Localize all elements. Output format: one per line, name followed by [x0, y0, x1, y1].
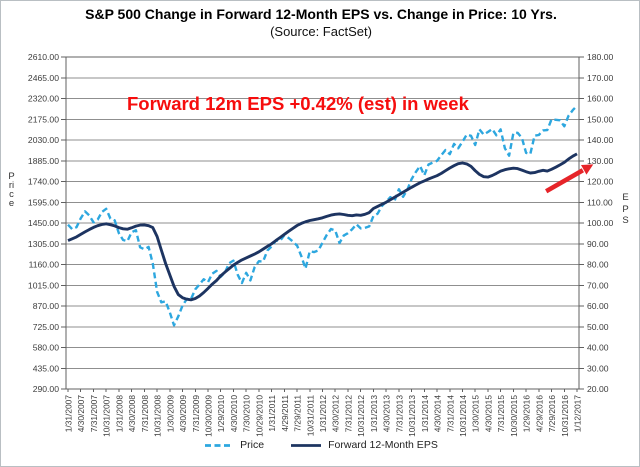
svg-text:1/31/2007: 1/31/2007	[64, 395, 74, 433]
svg-text:2030.00: 2030.00	[28, 135, 59, 145]
svg-text:7/29/2016: 7/29/2016	[547, 395, 557, 433]
price-line-swatch	[205, 443, 234, 447]
x-axis-labels: 1/31/2007 4/30/2007 7/31/2007 10/31/2007 1/3…	[64, 395, 583, 437]
svg-text:40.00: 40.00	[587, 343, 609, 353]
svg-text:1/29/2016: 1/29/2016	[522, 395, 532, 433]
svg-text:1595.00: 1595.00	[28, 197, 59, 207]
svg-text:1/30/2015: 1/30/2015	[471, 395, 481, 433]
svg-text:2320.00: 2320.00	[28, 94, 59, 104]
svg-text:140.00: 140.00	[587, 135, 614, 145]
svg-text:1740.00: 1740.00	[28, 177, 59, 187]
svg-text:60.00: 60.00	[587, 301, 609, 311]
svg-text:7/31/2014: 7/31/2014	[445, 395, 455, 433]
eps-line-swatch	[291, 443, 322, 447]
price-axis-label: Price	[8, 171, 15, 209]
svg-text:7/31/2008: 7/31/2008	[140, 395, 150, 433]
svg-text:2610.00: 2610.00	[28, 52, 59, 62]
svg-text:1015.00: 1015.00	[28, 280, 59, 290]
svg-text:1305.00: 1305.00	[28, 239, 59, 249]
trend-arrow	[545, 168, 585, 194]
svg-text:7/29/2011: 7/29/2011	[293, 395, 303, 432]
svg-text:7/31/2007: 7/31/2007	[89, 395, 99, 433]
svg-text:435.00: 435.00	[33, 363, 60, 373]
svg-text:50.00: 50.00	[587, 322, 609, 332]
svg-text:4/30/2008: 4/30/2008	[127, 395, 137, 433]
legend-label-price: Price	[240, 439, 265, 451]
trend-arrow-head	[581, 164, 594, 175]
svg-text:180.00: 180.00	[587, 52, 614, 62]
svg-text:4/30/2012: 4/30/2012	[331, 395, 341, 433]
svg-text:10/31/2008: 10/31/2008	[153, 395, 163, 437]
svg-text:4/30/2010: 4/30/2010	[229, 395, 239, 433]
legend: Price Forward 12-Month EPS	[1, 439, 639, 451]
chart-subtitle: (Source: FactSet)	[270, 24, 372, 39]
svg-text:120.00: 120.00	[587, 177, 614, 187]
legend-item-eps: Forward 12-Month EPS	[290, 439, 438, 451]
svg-text:1/31/2012: 1/31/2012	[318, 395, 328, 433]
series-line-price	[67, 104, 578, 327]
annotation-text: Forward 12m EPS +0.42% (est) in week	[127, 93, 469, 114]
eps-axis-label: EPS	[622, 192, 629, 226]
series-line-eps	[67, 152, 578, 302]
svg-text:7/31/2013: 7/31/2013	[394, 395, 404, 433]
svg-text:10/31/2016: 10/31/2016	[560, 395, 570, 437]
svg-text:4/30/2015: 4/30/2015	[483, 395, 493, 433]
svg-text:7/31/2009: 7/31/2009	[191, 395, 201, 433]
svg-text:2465.00: 2465.00	[28, 73, 59, 83]
y-axis-right-labels: 180.00 170.00 160.00 150.00 140.00 130.00 120.…	[587, 52, 614, 394]
svg-text:1/31/2013: 1/31/2013	[369, 395, 379, 433]
svg-text:10/30/2009: 10/30/2009	[203, 395, 213, 437]
y-axis-left-labels: 2610.00 2465.00 2320.00 2175.00 2030.00 1885.…	[28, 52, 59, 394]
svg-text:110.00: 110.00	[587, 197, 613, 207]
svg-text:80.00: 80.00	[587, 260, 609, 270]
svg-text:1885.00: 1885.00	[28, 156, 59, 166]
svg-text:10/30/2015: 10/30/2015	[509, 395, 519, 437]
svg-text:7/30/2010: 7/30/2010	[242, 395, 252, 433]
svg-text:1/30/2009: 1/30/2009	[165, 395, 175, 433]
svg-text:10/31/2013: 10/31/2013	[407, 395, 417, 437]
svg-text:7/31/2012: 7/31/2012	[343, 395, 353, 433]
svg-text:7/31/2015: 7/31/2015	[496, 395, 506, 433]
svg-text:170.00: 170.00	[587, 73, 614, 83]
svg-text:2175.00: 2175.00	[28, 114, 59, 124]
svg-text:725.00: 725.00	[33, 322, 60, 332]
svg-text:150.00: 150.00	[587, 114, 614, 124]
svg-text:4/30/2014: 4/30/2014	[433, 395, 443, 433]
svg-text:1160.00: 1160.00	[29, 260, 60, 270]
svg-text:70.00: 70.00	[587, 280, 609, 290]
svg-text:30.00: 30.00	[587, 363, 609, 373]
svg-text:1/31/2008: 1/31/2008	[114, 395, 124, 433]
svg-text:4/30/2009: 4/30/2009	[178, 395, 188, 433]
svg-text:160.00: 160.00	[587, 94, 614, 104]
svg-text:870.00: 870.00	[33, 301, 60, 311]
svg-text:1/12/2017: 1/12/2017	[573, 395, 583, 433]
svg-text:1/29/2010: 1/29/2010	[216, 395, 226, 433]
svg-text:10/31/2007: 10/31/2007	[102, 395, 112, 437]
svg-text:4/30/2007: 4/30/2007	[76, 395, 86, 433]
svg-text:1/31/2011: 1/31/2011	[267, 395, 277, 432]
svg-text:1/31/2014: 1/31/2014	[420, 395, 430, 433]
svg-text:100.00: 100.00	[587, 218, 614, 228]
svg-text:1450.00: 1450.00	[28, 218, 59, 228]
chart-title: S&P 500 Change in Forward 12-Month EPS v…	[85, 6, 557, 22]
svg-text:4/30/2013: 4/30/2013	[382, 395, 392, 433]
svg-text:4/29/2011: 4/29/2011	[280, 395, 290, 432]
svg-text:10/31/2014: 10/31/2014	[458, 395, 468, 437]
svg-text:10/31/2012: 10/31/2012	[356, 395, 366, 437]
legend-label-eps: Forward 12-Month EPS	[328, 439, 438, 451]
svg-text:130.00: 130.00	[587, 156, 614, 166]
svg-text:90.00: 90.00	[587, 239, 609, 249]
legend-item-price: Price	[204, 439, 264, 451]
svg-text:10/31/2011: 10/31/2011	[305, 395, 315, 437]
svg-text:20.00: 20.00	[587, 384, 609, 394]
svg-text:290.00: 290.00	[33, 384, 60, 394]
axis-ticks	[61, 56, 584, 392]
svg-text:580.00: 580.00	[33, 343, 60, 353]
svg-text:10/29/2010: 10/29/2010	[254, 395, 264, 437]
svg-text:4/29/2016: 4/29/2016	[534, 395, 544, 433]
